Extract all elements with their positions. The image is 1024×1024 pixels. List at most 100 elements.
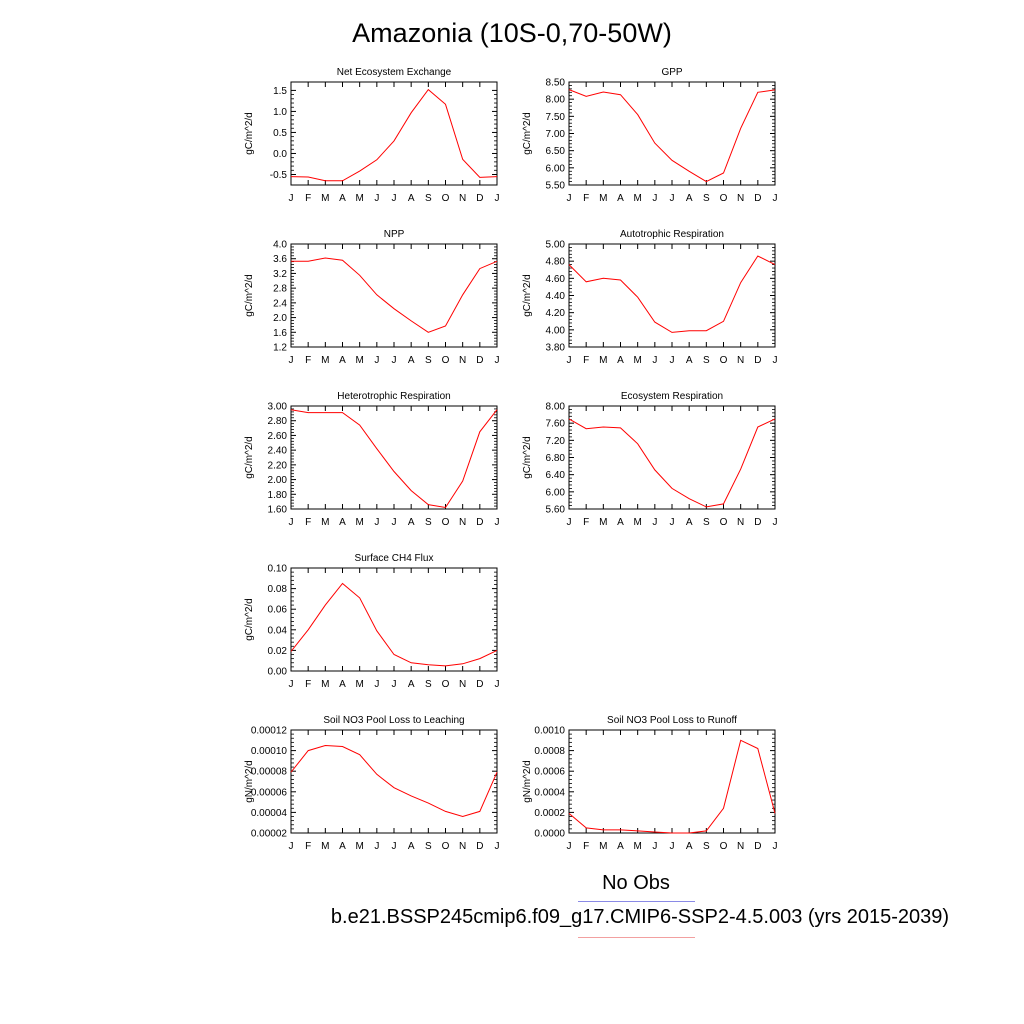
y-tick-label: 3.80 — [546, 343, 566, 354]
plot-frame — [568, 729, 776, 834]
y-tick-label: 6.00 — [546, 163, 566, 174]
x-tick-label: N — [737, 193, 744, 204]
x-tick-label: A — [408, 517, 415, 528]
panel-title: Heterotrophic Respiration — [337, 391, 450, 402]
x-tick-label: J — [495, 679, 500, 690]
x-tick-label: M — [321, 193, 329, 204]
x-tick-label: D — [476, 679, 483, 690]
x-tick-label: N — [459, 679, 466, 690]
x-tick-label: N — [459, 841, 466, 852]
y-tick-label: 7.60 — [546, 419, 566, 430]
y-tick-label: 1.5 — [273, 86, 287, 97]
x-tick-label: S — [425, 193, 432, 204]
y-tick-label: 2.80 — [268, 416, 288, 427]
y-tick-label: 0.00010 — [251, 746, 288, 757]
x-tick-label: J — [567, 355, 572, 366]
legend-obs-label: No Obs — [602, 872, 670, 894]
x-tick-label: A — [617, 517, 624, 528]
x-tick-label: D — [754, 517, 761, 528]
x-tick-label: M — [599, 355, 607, 366]
x-tick-label: N — [737, 841, 744, 852]
x-tick-label: O — [442, 679, 450, 690]
x-tick-label: J — [289, 355, 294, 366]
y-tick-label: 0.00012 — [251, 726, 288, 737]
x-tick-label: D — [476, 193, 483, 204]
x-tick-label: A — [339, 679, 346, 690]
x-tick-label: A — [339, 841, 346, 852]
x-tick-label: D — [754, 355, 761, 366]
panel-title: GPP — [661, 67, 682, 78]
x-tick-label: F — [583, 193, 589, 204]
y-tick-label: 7.50 — [546, 112, 566, 123]
y-axis-label: gN/m^2/d — [244, 760, 255, 803]
y-tick-label: 0.5 — [273, 128, 287, 139]
x-tick-label: D — [476, 841, 483, 852]
y-tick-label: 0.02 — [268, 646, 288, 657]
y-tick-label: 1.80 — [268, 490, 288, 501]
x-tick-label: J — [495, 517, 500, 528]
y-tick-label: 2.60 — [268, 431, 288, 442]
y-tick-label: 2.8 — [273, 284, 287, 295]
panel-title: Soil NO3 Pool Loss to Runoff — [607, 715, 737, 726]
plot-frame — [568, 243, 776, 348]
y-tick-label: 4.0 — [273, 240, 287, 251]
x-tick-label: J — [652, 193, 657, 204]
x-tick-label: N — [459, 517, 466, 528]
x-tick-label: M — [355, 193, 363, 204]
y-tick-label: 5.00 — [546, 240, 566, 251]
x-tick-label: J — [567, 517, 572, 528]
x-tick-label: J — [374, 517, 379, 528]
y-tick-label: 0.00006 — [251, 787, 288, 798]
plot-frame — [290, 81, 498, 186]
x-tick-label: J — [567, 193, 572, 204]
y-tick-label: 0.00008 — [251, 767, 288, 778]
y-tick-label: 4.20 — [546, 308, 566, 319]
x-tick-label: J — [670, 841, 675, 852]
y-tick-label: 2.20 — [268, 460, 288, 471]
plot-frame — [290, 243, 498, 348]
x-tick-label: O — [442, 193, 450, 204]
panel-1: Net Ecosystem Exchange gC/m^2/d -0.5 0.0 0.5… — [244, 67, 500, 204]
x-tick-label: A — [408, 193, 415, 204]
y-tick-label: 2.0 — [273, 313, 287, 324]
panel-6: Ecosystem Respiration gC/m^2/d 5.60 6.00 6.4… — [522, 391, 778, 528]
x-tick-label: S — [703, 355, 710, 366]
x-tick-label: J — [289, 517, 294, 528]
x-tick-label: J — [289, 193, 294, 204]
x-tick-label: J — [392, 517, 397, 528]
series-line — [290, 88, 498, 182]
series-line — [290, 582, 498, 667]
x-tick-label: S — [703, 193, 710, 204]
plot-frame — [290, 729, 498, 834]
x-tick-label: A — [686, 193, 693, 204]
x-tick-label: M — [321, 841, 329, 852]
x-tick-label: J — [773, 355, 778, 366]
panel-2: GPP gC/m^2/d 5.50 6.00 6.50 7.00 7.50 8.00 8.50 J… — [522, 67, 778, 204]
y-tick-label: 0.06 — [268, 605, 288, 616]
y-tick-label: 5.60 — [546, 505, 566, 516]
x-tick-label: S — [703, 841, 710, 852]
panel-9: Soil NO3 Pool Loss to RunoffgN/m^2/d0.00… — [522, 715, 778, 852]
x-tick-label: A — [408, 679, 415, 690]
y-tick-label: -0.5 — [270, 170, 288, 181]
x-tick-label: M — [355, 517, 363, 528]
y-tick-label: 0.04 — [268, 625, 288, 636]
y-tick-label: 6.40 — [546, 470, 566, 481]
x-tick-label: M — [321, 517, 329, 528]
x-tick-label: J — [495, 355, 500, 366]
y-tick-label: 1.60 — [268, 505, 288, 516]
x-tick-label: J — [773, 841, 778, 852]
y-tick-label: 2.00 — [268, 475, 288, 486]
x-tick-label: D — [476, 517, 483, 528]
x-tick-label: M — [599, 841, 607, 852]
plot-frame — [568, 81, 776, 186]
x-tick-label: A — [686, 841, 693, 852]
y-tick-label: 7.20 — [546, 436, 566, 447]
panel-title: Autotrophic Respiration — [620, 229, 724, 240]
y-tick-label: 8.00 — [546, 402, 566, 413]
y-axis-label: gC/m^2/d — [522, 274, 533, 317]
x-tick-label: F — [305, 517, 311, 528]
x-tick-label: J — [567, 841, 572, 852]
y-tick-label: 0.0004 — [534, 787, 565, 798]
x-tick-label: J — [495, 193, 500, 204]
